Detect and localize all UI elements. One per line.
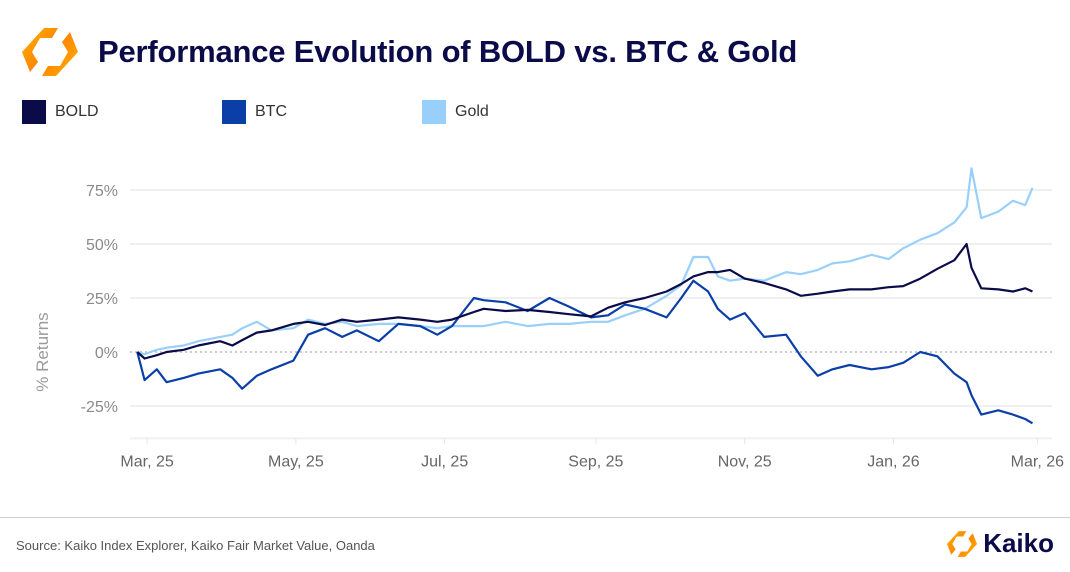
series-line-gold <box>136 167 1034 356</box>
chart-title: Performance Evolution of BOLD vs. BTC & … <box>98 34 798 69</box>
y-tick-label: 25% <box>86 291 118 308</box>
y-tick-label: -25% <box>81 399 118 416</box>
legend-item-bold: BOLD <box>22 100 222 124</box>
series-line-btc <box>136 279 1034 425</box>
legend-swatch-bold <box>22 100 46 124</box>
legend-item-btc: BTC <box>222 100 422 124</box>
y-axis-label: % Returns <box>33 312 52 391</box>
brand-logo: Kaiko <box>947 528 1054 559</box>
x-tick-label: May, 25 <box>268 453 324 470</box>
y-tick-label: 50% <box>86 237 118 254</box>
legend-label-btc: BTC <box>255 103 287 120</box>
brand-name: Kaiko <box>983 528 1054 558</box>
footer-divider <box>0 517 1070 518</box>
y-axis: -25% 0% 25% 50% 75% <box>81 183 118 416</box>
x-tick-label: Mar, 26 <box>1011 453 1064 470</box>
y-tick-label: 0% <box>95 345 118 362</box>
legend-label-gold: Gold <box>455 103 489 120</box>
x-tick-label: Nov, 25 <box>718 453 772 470</box>
y-tick-label: 75% <box>86 183 118 200</box>
x-tick-label: Jan, 26 <box>867 453 920 470</box>
x-tick-label: Mar, 25 <box>120 453 173 470</box>
x-axis: Mar, 25 May, 25 Jul, 25 Sep, 25 Nov, 25 Jan, … <box>120 438 1064 470</box>
series-line-bold <box>136 242 1033 360</box>
chart-legend: BOLD BTC Gold <box>22 100 489 124</box>
chart-header: Performance Evolution of BOLD vs. BTC & … <box>22 22 797 82</box>
source-note: Source: Kaiko Index Explorer, Kaiko Fair… <box>16 538 375 553</box>
grid-lines <box>130 189 1052 440</box>
kaiko-logo-icon <box>22 28 78 76</box>
x-tick-label: Sep, 25 <box>568 453 623 470</box>
kaiko-logo-icon <box>947 530 978 557</box>
line-chart: -25% 0% 25% 50% 75% Mar, 25 May, 25 Jul, 25 Sep… <box>33 167 1064 470</box>
series-lines <box>136 167 1034 425</box>
legend-item-gold: Gold <box>422 100 489 124</box>
x-tick-label: Jul, 25 <box>421 453 468 470</box>
legend-label-bold: BOLD <box>55 103 99 120</box>
legend-swatch-btc <box>222 100 246 124</box>
legend-swatch-gold <box>422 100 446 124</box>
